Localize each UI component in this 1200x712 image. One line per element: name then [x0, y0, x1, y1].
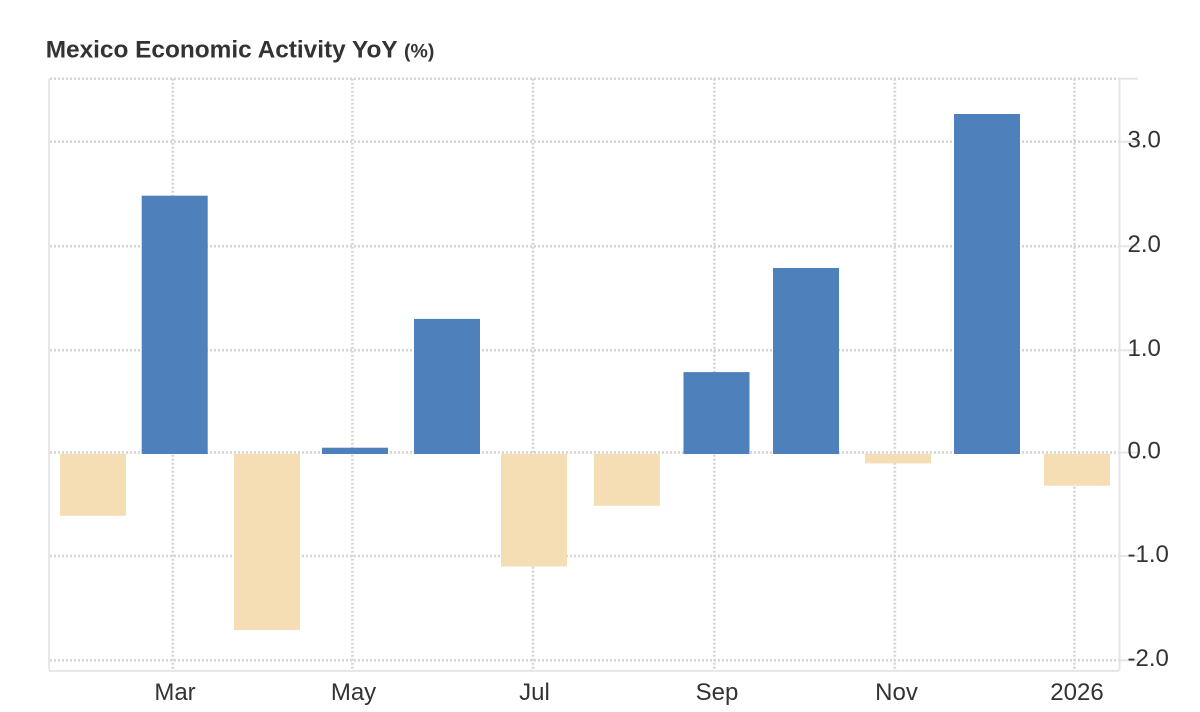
svg-text:Mexico Economic Activity YoY (: Mexico Economic Activity YoY (%) — [46, 37, 435, 64]
svg-text:2026: 2026 — [1050, 679, 1103, 706]
svg-text:-1.0: -1.0 — [1128, 541, 1169, 568]
svg-text:0.0: 0.0 — [1128, 437, 1161, 464]
svg-text:3.0: 3.0 — [1128, 127, 1161, 154]
svg-text:May: May — [331, 679, 376, 706]
svg-text:Sep: Sep — [696, 679, 739, 706]
svg-text:2.0: 2.0 — [1128, 231, 1161, 258]
svg-text:Nov: Nov — [875, 679, 918, 706]
svg-text:1.0: 1.0 — [1128, 335, 1161, 362]
svg-text:Mar: Mar — [154, 679, 195, 706]
svg-text:Jul: Jul — [519, 679, 550, 706]
svg-text:-2.0: -2.0 — [1128, 645, 1169, 672]
